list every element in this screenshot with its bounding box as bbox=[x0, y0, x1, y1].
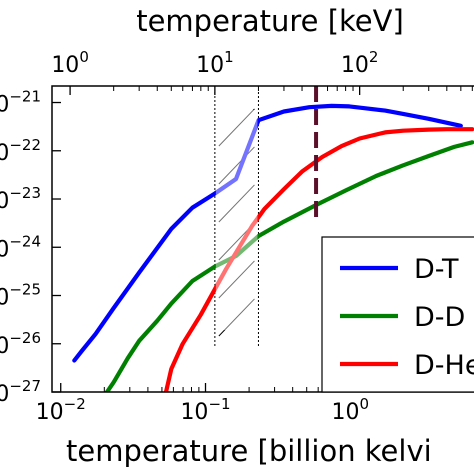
y-tick-label: 10−25 bbox=[0, 281, 41, 311]
band-hatch-line bbox=[218, 260, 255, 299]
top-axis-ticks: 100 101 102 bbox=[51, 48, 473, 95]
bottom-tick-label: 100 bbox=[332, 395, 370, 425]
y-tick-label: 10−26 bbox=[0, 329, 41, 359]
hatched-band bbox=[214, 92, 259, 346]
band-hatch-line bbox=[218, 146, 255, 185]
series-line-d-he bbox=[163, 127, 474, 392]
y-tick-label: 10−22 bbox=[0, 136, 41, 166]
bottom-axis-label: temperature [billion kelvi bbox=[66, 434, 432, 468]
y-tick-label: 10−27 bbox=[0, 377, 41, 407]
series-line-d-d bbox=[104, 140, 474, 392]
legend-label-d-t: D-T bbox=[414, 254, 459, 285]
band-hatch-line bbox=[218, 298, 255, 337]
plot-frame bbox=[51, 85, 474, 393]
bottom-axis-ticks: 10−2 10−1 100 bbox=[36, 383, 474, 425]
bottom-tick-label: 10−2 bbox=[36, 395, 86, 425]
y-tick-label: 10−24 bbox=[0, 232, 41, 262]
band-hatch-line bbox=[218, 108, 255, 147]
top-tick-label: 102 bbox=[341, 48, 379, 78]
top-tick-label: 100 bbox=[51, 48, 89, 78]
top-tick-label: 101 bbox=[196, 48, 234, 78]
top-axis-label: temperature [keV] bbox=[136, 4, 404, 38]
y-tick-label: 10−21 bbox=[0, 88, 41, 118]
y-tick-label: 10−23 bbox=[0, 184, 41, 214]
band-veil bbox=[215, 110, 258, 330]
series-layer bbox=[72, 103, 474, 392]
legend: D-T D-D D-He bbox=[321, 236, 474, 393]
legend-label-d-d: D-D bbox=[414, 302, 465, 333]
legend-label-d-he: D-He bbox=[414, 350, 474, 381]
y-axis-ticks: 10−21 10−22 10−23 10−24 10−25 10−26 10−27 bbox=[0, 88, 61, 407]
series-line-d-t bbox=[72, 103, 463, 363]
band-hatch-line bbox=[218, 184, 255, 223]
bottom-tick-label: 10−1 bbox=[180, 395, 230, 425]
